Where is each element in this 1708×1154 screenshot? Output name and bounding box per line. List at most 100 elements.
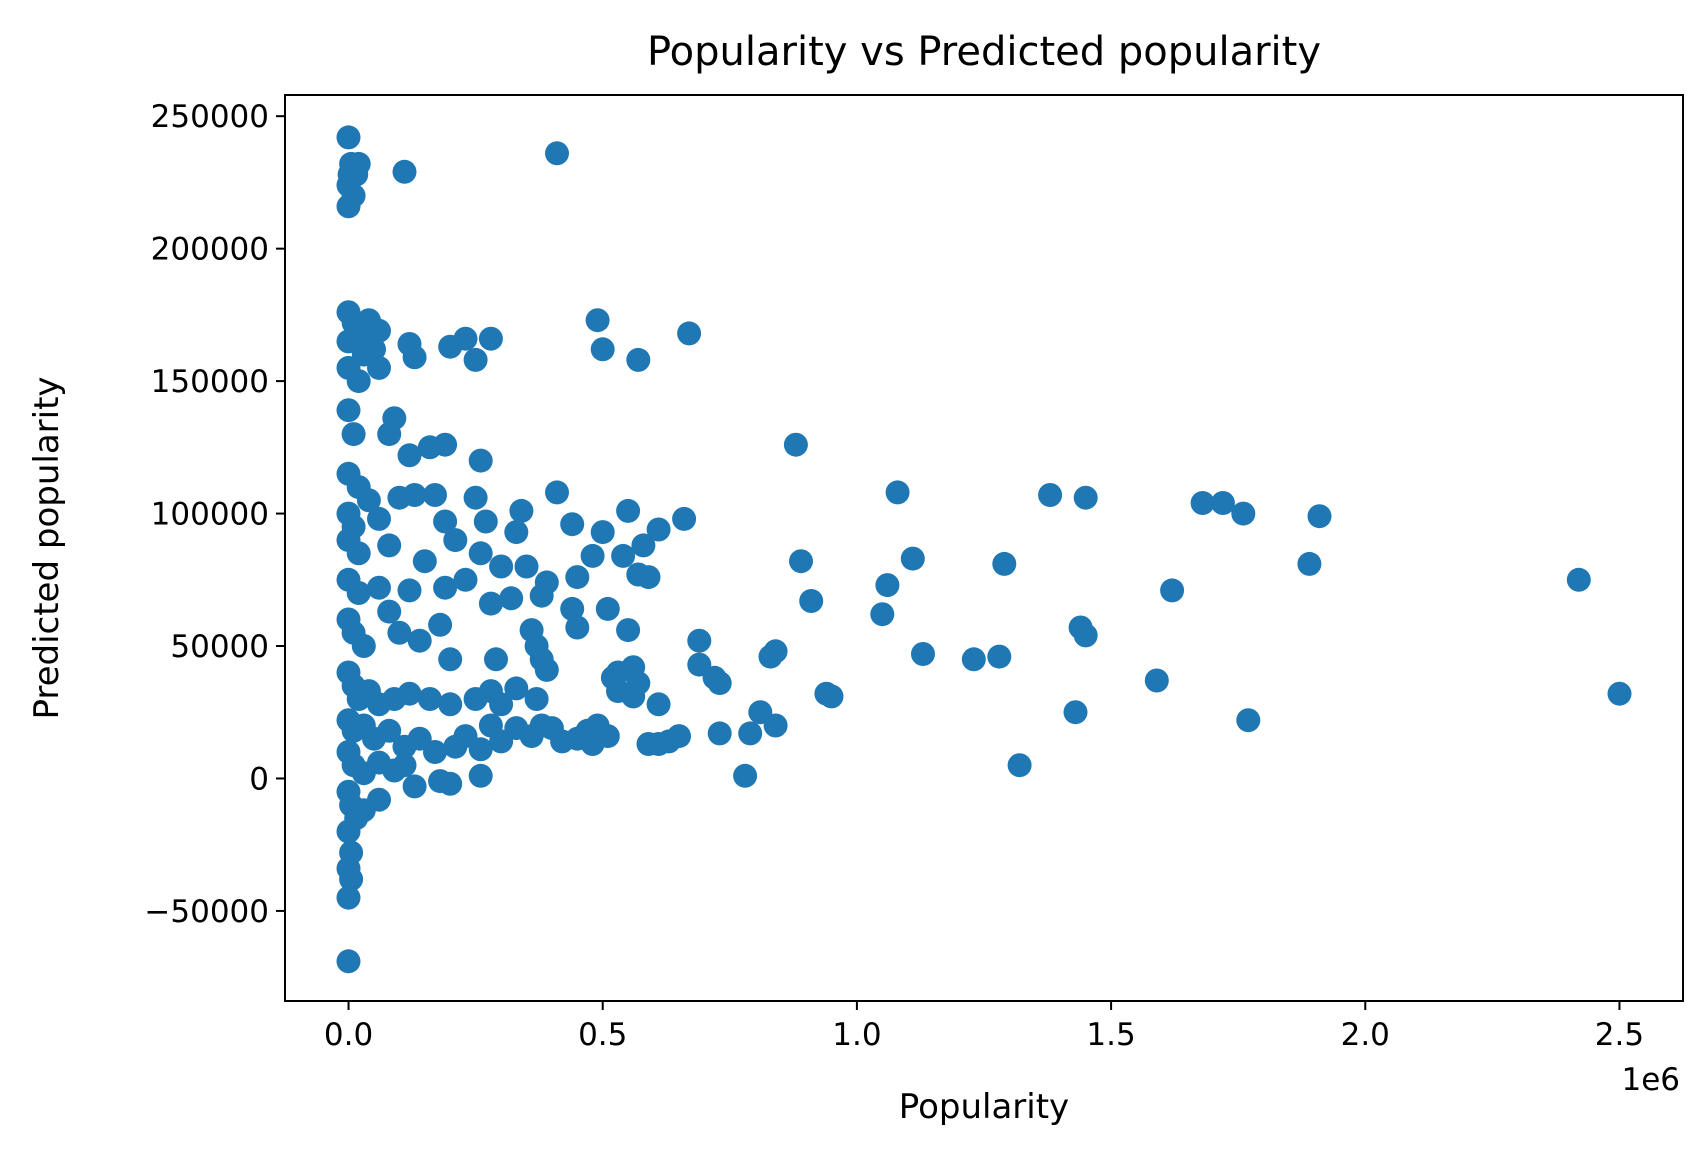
data-point [1566, 567, 1591, 592]
data-point [453, 326, 478, 351]
x-tick-label: 0.5 [578, 1017, 627, 1053]
data-point [545, 480, 569, 505]
data-point [1073, 623, 1098, 648]
data-point [504, 520, 529, 545]
data-point [1007, 753, 1032, 778]
y-axis-ticks: −50000 0 50000 100000 150000 200000 250000 [144, 99, 285, 930]
x-tick-label: 1.5 [1086, 1017, 1135, 1053]
data-point [367, 575, 391, 600]
data-point [453, 567, 478, 592]
data-point [356, 488, 381, 513]
data-point [336, 194, 361, 219]
data-point [484, 647, 508, 672]
data-point [499, 586, 524, 611]
data-point [478, 326, 503, 351]
data-point [402, 483, 427, 507]
data-point [636, 565, 661, 590]
data-point [560, 596, 585, 621]
data-point [367, 318, 391, 343]
data-point [626, 347, 651, 372]
data-point [1038, 483, 1063, 507]
data-point [677, 321, 702, 346]
data-point [667, 724, 691, 749]
data-point [392, 159, 417, 184]
data-point [626, 671, 651, 696]
data-point [336, 819, 361, 844]
data-point [478, 591, 503, 616]
data-point [367, 355, 391, 380]
data-point [417, 687, 442, 711]
data-point [402, 345, 427, 370]
data-point [524, 687, 549, 711]
data-point [387, 620, 412, 645]
data-point [580, 543, 605, 568]
chart-title: Popularity vs Predicted popularity [647, 29, 1321, 75]
x-tick-label: 2.0 [1341, 1017, 1390, 1053]
data-point [489, 554, 514, 579]
data-point [672, 506, 697, 531]
data-point [468, 448, 493, 473]
data-point [733, 763, 758, 788]
data-point [1297, 551, 1322, 576]
data-point [336, 949, 361, 974]
data-point [1160, 578, 1185, 603]
data-point [397, 443, 422, 468]
data-point [377, 533, 402, 558]
data-point [402, 774, 427, 799]
data-point [529, 583, 554, 608]
data-point [509, 498, 534, 523]
data-point [1073, 485, 1098, 510]
x-tick-label: 2.5 [1595, 1017, 1644, 1053]
data-point [1063, 700, 1088, 725]
x-axis-label: Popularity [899, 1087, 1069, 1127]
data-point [438, 771, 463, 796]
data-point [789, 549, 813, 574]
y-tick-label: 250000 [151, 99, 269, 135]
data-point [423, 740, 447, 764]
data-point [545, 141, 569, 166]
data-point [433, 509, 458, 534]
data-point [819, 684, 844, 709]
data-point [565, 565, 590, 590]
y-tick-label: −50000 [144, 894, 269, 930]
data-point [377, 599, 402, 624]
data-point [646, 692, 671, 717]
x-axis-offset-label: 1e6 [1621, 1062, 1680, 1098]
data-point [783, 432, 808, 457]
data-point [336, 398, 361, 423]
data-point [595, 724, 620, 749]
data-point [346, 541, 371, 566]
data-point [341, 422, 366, 447]
data-point [468, 737, 493, 762]
y-tick-label: 200000 [151, 232, 269, 268]
data-point [875, 573, 900, 598]
data-point [346, 369, 371, 394]
data-point [616, 618, 641, 643]
y-tick-label: 150000 [151, 364, 269, 400]
y-tick-label: 0 [249, 761, 269, 797]
data-point [687, 628, 712, 653]
data-point [885, 480, 910, 505]
data-point [504, 676, 529, 701]
data-point [428, 612, 453, 637]
data-point [1236, 708, 1261, 733]
data-point [339, 867, 364, 892]
y-tick-label: 100000 [151, 497, 269, 533]
data-point [1210, 491, 1235, 515]
data-point [346, 581, 371, 605]
data-point [560, 512, 585, 537]
data-point [534, 657, 559, 682]
data-point [468, 541, 493, 566]
data-point [1144, 668, 1169, 693]
data-point [412, 549, 437, 574]
data-point [443, 528, 468, 553]
data-point [438, 692, 463, 717]
data-point [367, 787, 391, 812]
data-point [392, 753, 417, 778]
data-point [468, 763, 493, 788]
data-point [763, 713, 788, 738]
plot-frame [284, 94, 1684, 1002]
data-point [377, 422, 402, 447]
data-point [911, 642, 935, 666]
